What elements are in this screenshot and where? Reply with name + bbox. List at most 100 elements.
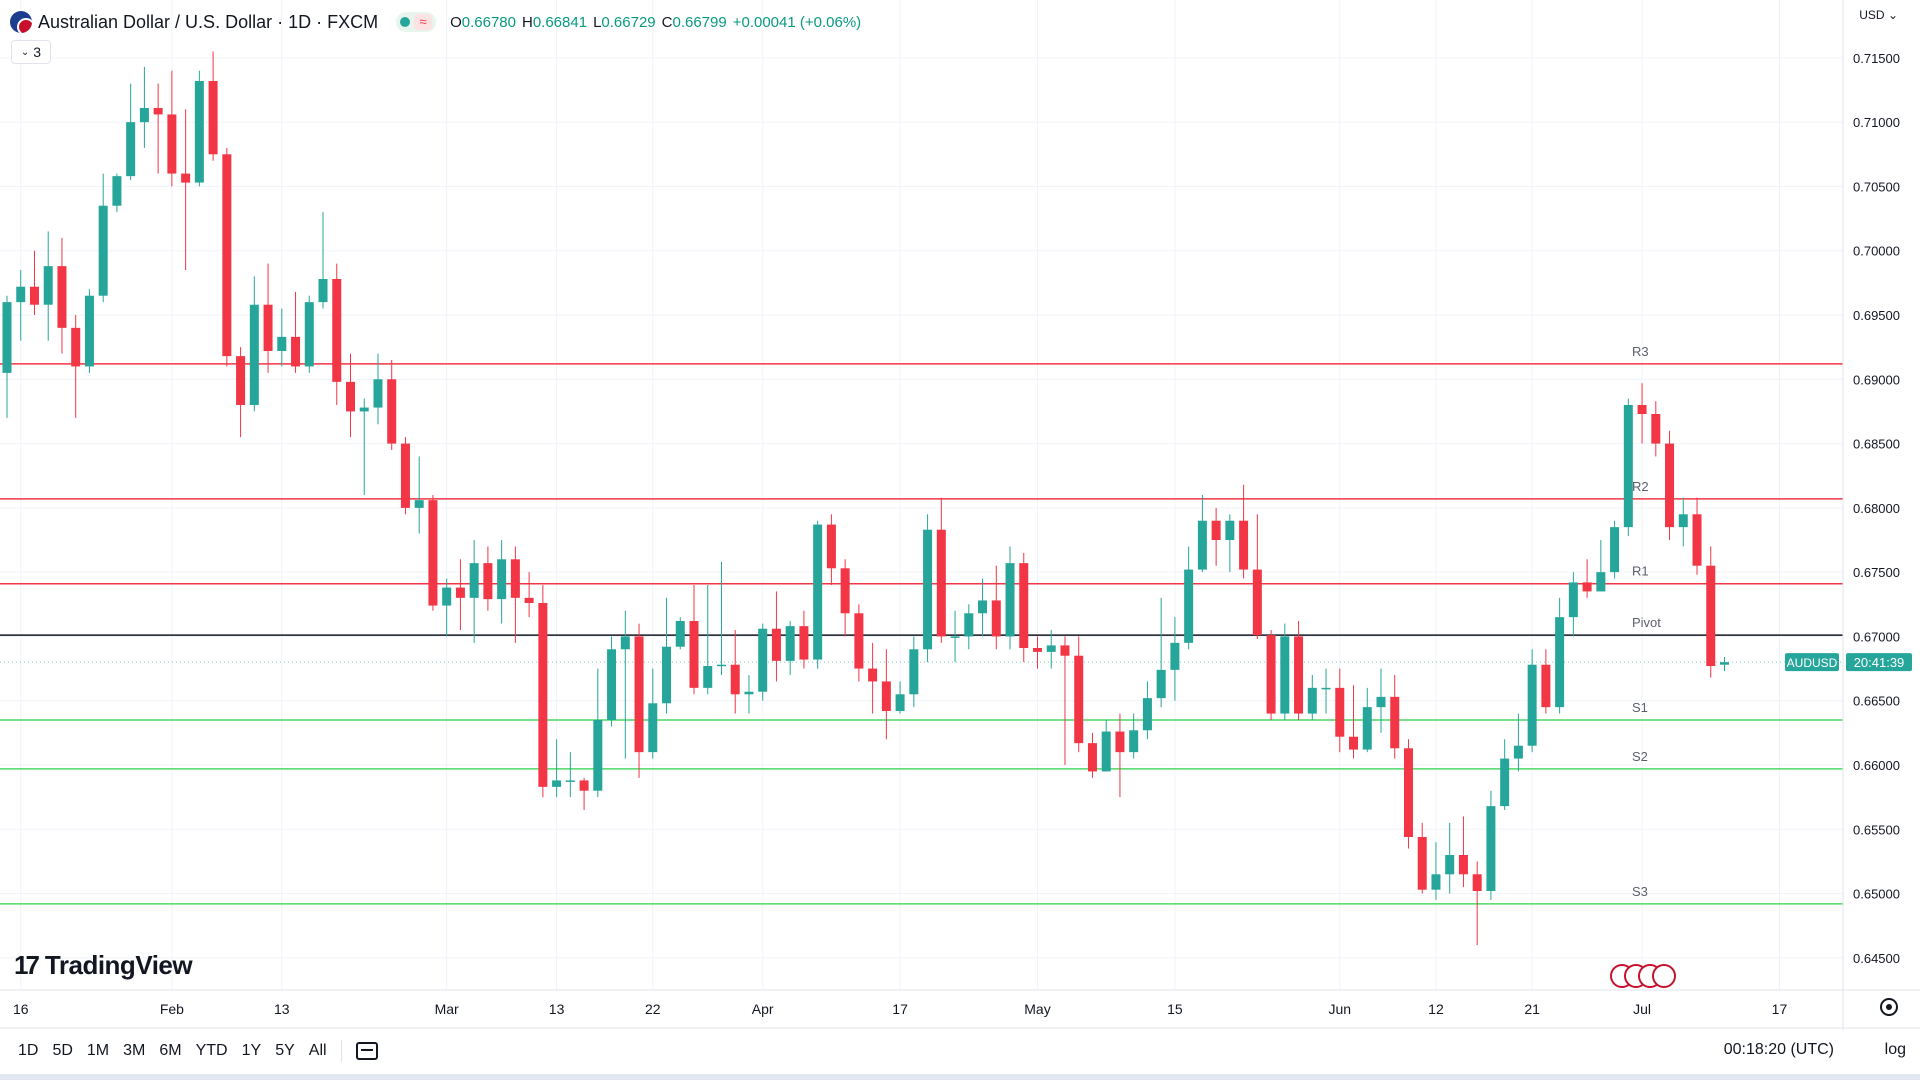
level-label-r3: R3 [1632, 344, 1649, 359]
timeframe-button-all[interactable]: All [308, 1042, 327, 1059]
candle [43, 231, 53, 341]
chevron-down-icon: ⌄ [1887, 8, 1898, 22]
candle [634, 623, 644, 778]
y-tick-label: 0.65500 [1853, 822, 1900, 837]
candle [593, 668, 603, 798]
candle [112, 173, 122, 213]
settings-gear-icon[interactable] [1880, 998, 1898, 1016]
candle-body [1074, 655, 1084, 744]
timeframe-button-3m[interactable]: 3M [123, 1042, 146, 1059]
x-tick-label: 13 [549, 1001, 565, 1017]
symbol-flag-icon [10, 11, 32, 33]
candle-body [16, 286, 26, 303]
timeframe-button-1y[interactable]: 1Y [241, 1042, 262, 1059]
timeframe-button-6m[interactable]: 6M [159, 1042, 182, 1059]
tradingview-logo[interactable]: 17 TradingView [14, 950, 193, 981]
candle [1458, 816, 1468, 888]
level-label-pivot: Pivot [1632, 615, 1661, 630]
timeframe-button-5d[interactable]: 5D [52, 1042, 73, 1059]
level-label-s2: S2 [1632, 749, 1648, 764]
candle-body [387, 379, 397, 444]
candle [16, 270, 26, 341]
log-scale-toggle[interactable]: log [1884, 1041, 1906, 1058]
candle-body [469, 563, 479, 598]
candle [483, 546, 493, 611]
candle [936, 497, 946, 643]
currency-selector[interactable]: USD ⌄ [1859, 8, 1898, 22]
timeframe-button-5y[interactable]: 5Y [275, 1042, 295, 1059]
candle-body [1033, 648, 1042, 652]
candle-body [181, 173, 191, 183]
candle-body [565, 780, 575, 782]
candle [153, 83, 163, 174]
candle [428, 495, 438, 611]
y-tick-label: 0.69000 [1853, 372, 1900, 387]
candle-body [607, 649, 617, 720]
y-tick-label: 0.71000 [1853, 115, 1900, 130]
candle [1445, 822, 1455, 894]
y-tick-label: 0.66500 [1853, 694, 1900, 709]
candle-body [2, 302, 12, 373]
x-tick-label: 17 [1772, 1001, 1788, 1017]
candle-body [510, 559, 520, 598]
candle-body [208, 81, 218, 155]
candle-body [634, 636, 644, 753]
candle [346, 353, 355, 438]
candle [1678, 497, 1688, 547]
market-status-badge[interactable]: ≈ [396, 12, 437, 32]
candle [1555, 597, 1565, 714]
x-tick-label: 13 [274, 1001, 290, 1017]
candle [1623, 398, 1633, 537]
candle [716, 561, 726, 675]
candle [400, 437, 410, 515]
candle-body [620, 636, 630, 650]
candle [1665, 430, 1675, 540]
candle-body [703, 666, 713, 688]
indicators-toggle[interactable]: ⌄ 3 [11, 40, 51, 64]
timeframe-button-ytd[interactable]: YTD [195, 1042, 228, 1059]
candle-body [936, 529, 946, 637]
candle [1335, 668, 1345, 753]
utc-clock[interactable]: 00:18:20 (UTC) [1723, 1041, 1834, 1058]
candle-body [1046, 645, 1056, 652]
timeframe-button-1m[interactable]: 1M [86, 1042, 110, 1059]
candle [881, 649, 891, 740]
candle-body [1403, 748, 1413, 837]
candle-body [126, 122, 136, 177]
candle-body [1541, 664, 1551, 708]
candle-body [813, 524, 823, 660]
candle [222, 147, 232, 367]
candle-body [1651, 414, 1661, 444]
candle-body [662, 646, 672, 704]
candle [1500, 739, 1510, 810]
level-label-s3: S3 [1632, 884, 1648, 899]
x-tick-label: Jun [1328, 1001, 1351, 1017]
y-tick-label: 0.65000 [1853, 887, 1900, 902]
candle-body [1527, 664, 1537, 746]
candle [304, 295, 314, 373]
candle [1417, 822, 1427, 894]
candle [1266, 630, 1276, 720]
candle [1596, 540, 1606, 592]
candle-body [923, 529, 933, 650]
candle [813, 520, 823, 669]
grid [0, 0, 1843, 990]
y-tick-label: 0.70500 [1853, 179, 1900, 194]
candle-body [318, 279, 328, 303]
candle-body [1349, 736, 1359, 750]
candle [1033, 636, 1042, 669]
x-tick-label: 21 [1524, 1001, 1540, 1017]
candle-body [1362, 707, 1372, 750]
date-range-calendar-icon[interactable] [355, 1042, 378, 1060]
candle [84, 289, 94, 373]
candle-body [112, 176, 122, 206]
candle-body [1678, 514, 1688, 528]
candle-body [840, 568, 850, 614]
candle [675, 617, 685, 650]
symbol-title[interactable]: Australian Dollar / U.S. Dollar · 1D · F… [38, 11, 379, 32]
timeframe-button-1d[interactable]: 1D [18, 1042, 39, 1059]
y-tick-label: 0.67500 [1853, 565, 1900, 580]
candle-body [1665, 443, 1675, 528]
candle-body [359, 407, 369, 412]
